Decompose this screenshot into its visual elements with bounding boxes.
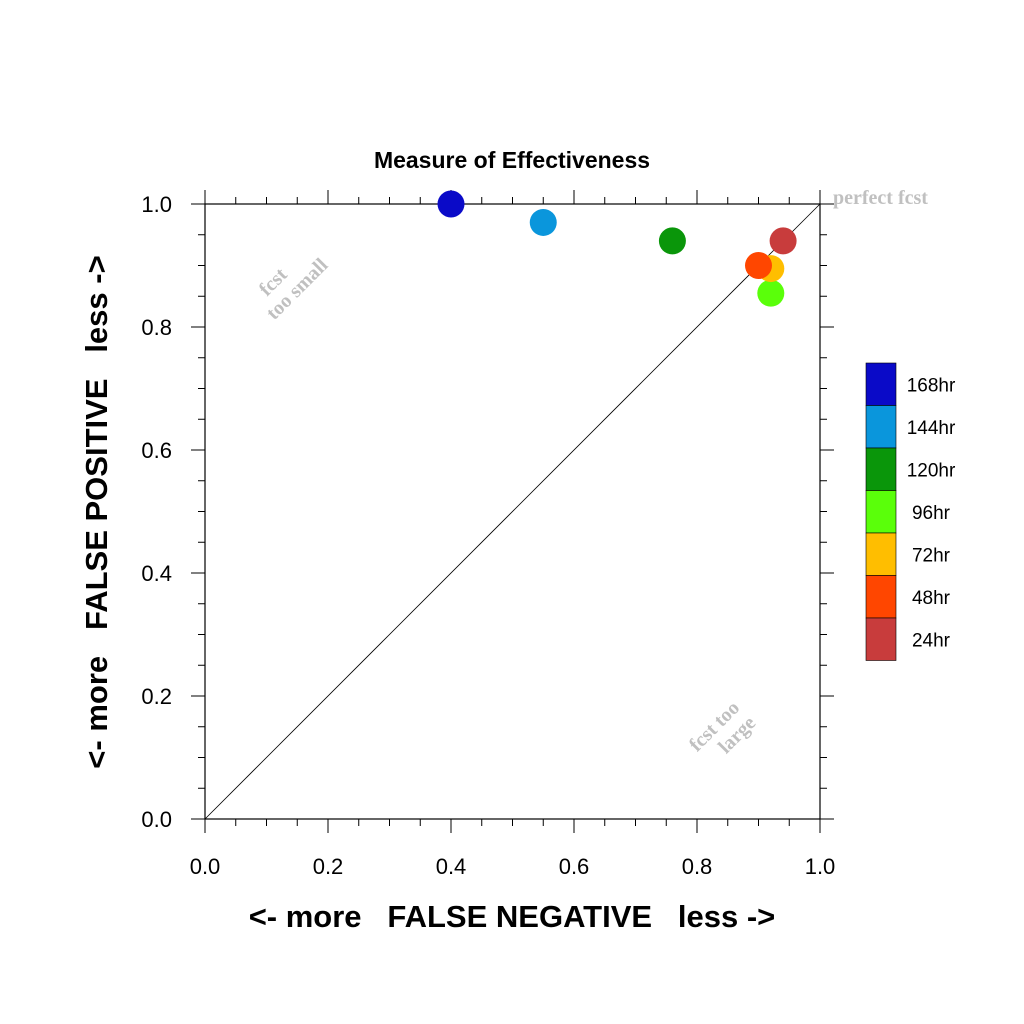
legend-label-48hr: 48hr [912, 588, 951, 609]
legend-label-24hr: 24hr [912, 630, 951, 651]
annotation-fcst-too-small: fcst too small [255, 254, 333, 324]
y-tick-label: 1.0 [141, 192, 172, 217]
legend-swatch-168hr [865, 362, 897, 406]
data-points [437, 190, 797, 307]
y-tick-label: 0.0 [141, 807, 172, 832]
legend-label-72hr: 72hr [912, 545, 951, 566]
data-point-96hr [757, 279, 785, 307]
legend-swatch-48hr [865, 575, 897, 619]
x-axis-title: <- more FALSE NEGATIVE less -> [249, 899, 776, 934]
x-tick-label: 0.0 [190, 854, 221, 879]
legend-label-144hr: 144hr [907, 418, 956, 439]
x-tick-label: 0.2 [313, 854, 344, 879]
legend-label-168hr: 168hr [907, 375, 956, 396]
x-tick-label: 0.4 [436, 854, 467, 879]
perfect-forecast-diagonal [204, 203, 821, 820]
y-tick-label: 0.2 [141, 684, 172, 709]
y-axis-title: <- more FALSE POSITIVE less -> [79, 255, 114, 768]
x-tick-labels: 0.0 0.2 0.4 0.6 0.8 1.0 [190, 854, 836, 879]
y-tick-label: 0.8 [141, 315, 172, 340]
y-tick-labels: 0.0 0.2 0.4 0.6 0.8 1.0 [141, 192, 172, 832]
y-tick-label: 0.6 [141, 438, 172, 463]
data-point-168hr [437, 190, 465, 218]
x-tick-label: 1.0 [805, 854, 836, 879]
x-tick-label: 0.8 [682, 854, 713, 879]
legend: 168hr 144hr 120hr 96hr 72hr 48hr 24hr [865, 362, 956, 661]
y-tick-label: 0.4 [141, 561, 172, 586]
legend-swatch-72hr [865, 532, 897, 576]
annotation-fcst-too-large: fcst too large [685, 697, 760, 758]
legend-swatch-144hr [865, 405, 897, 449]
legend-label-120hr: 120hr [907, 460, 956, 481]
annotation-perfect-fcst: perfect fcst [833, 187, 928, 209]
chart-title: Measure of Effectiveness [374, 147, 650, 173]
legend-swatch-120hr [865, 447, 897, 491]
legend-swatch-96hr [865, 490, 897, 534]
plot-frame [204, 203, 821, 820]
data-point-120hr [658, 227, 686, 255]
legend-label-96hr: 96hr [912, 503, 951, 524]
legend-swatch-24hr [865, 617, 897, 661]
axis-ticks [191, 190, 834, 833]
x-tick-label: 0.6 [559, 854, 590, 879]
data-point-24hr [769, 227, 797, 255]
data-point-48hr [745, 252, 772, 279]
data-point-144hr [529, 208, 557, 236]
